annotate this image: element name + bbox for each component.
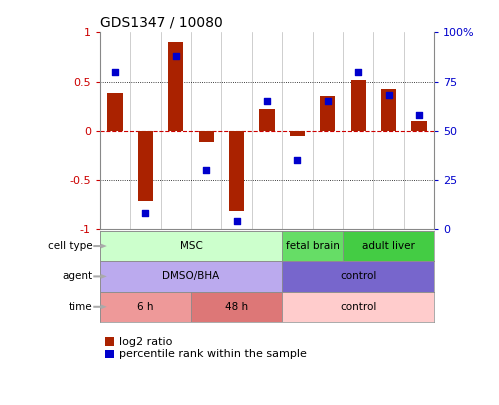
Bar	[168, 42, 183, 130]
Bar	[259, 109, 274, 130]
Point	[172, 53, 180, 59]
Text: agent: agent	[62, 271, 92, 281]
Bar	[100, 231, 282, 261]
Text: GDS1347 / 10080: GDS1347 / 10080	[100, 16, 223, 30]
Bar	[290, 130, 305, 136]
Text: cell type: cell type	[48, 241, 92, 251]
Text: control: control	[340, 302, 376, 312]
Text: MSC: MSC	[180, 241, 203, 251]
Point	[324, 98, 332, 104]
Bar	[100, 261, 282, 292]
Bar	[343, 231, 434, 261]
Point	[111, 68, 119, 75]
Text: time: time	[69, 302, 92, 312]
Point	[141, 210, 149, 216]
Point	[202, 167, 210, 173]
Point	[385, 92, 393, 98]
Bar	[282, 261, 434, 292]
Text: percentile rank within the sample: percentile rank within the sample	[119, 349, 307, 359]
Bar	[191, 292, 282, 322]
Text: log2 ratio: log2 ratio	[119, 337, 172, 347]
Bar	[282, 292, 434, 322]
Text: fetal brain: fetal brain	[285, 241, 339, 251]
Bar	[381, 90, 396, 130]
Bar	[199, 130, 214, 143]
Text: DMSO/BHA: DMSO/BHA	[162, 271, 220, 281]
Bar	[100, 292, 191, 322]
Text: 6 h: 6 h	[137, 302, 154, 312]
Bar	[282, 231, 343, 261]
Bar	[138, 130, 153, 201]
Bar	[229, 130, 244, 211]
Text: adult liver: adult liver	[362, 241, 415, 251]
Bar	[107, 93, 123, 130]
Point	[233, 218, 241, 224]
Point	[415, 112, 423, 118]
Text: 48 h: 48 h	[225, 302, 248, 312]
Bar	[411, 121, 427, 130]
Text: control: control	[340, 271, 376, 281]
Bar	[320, 96, 335, 130]
Bar	[350, 79, 366, 130]
Point	[263, 98, 271, 104]
Point	[293, 157, 301, 163]
Point	[354, 68, 362, 75]
